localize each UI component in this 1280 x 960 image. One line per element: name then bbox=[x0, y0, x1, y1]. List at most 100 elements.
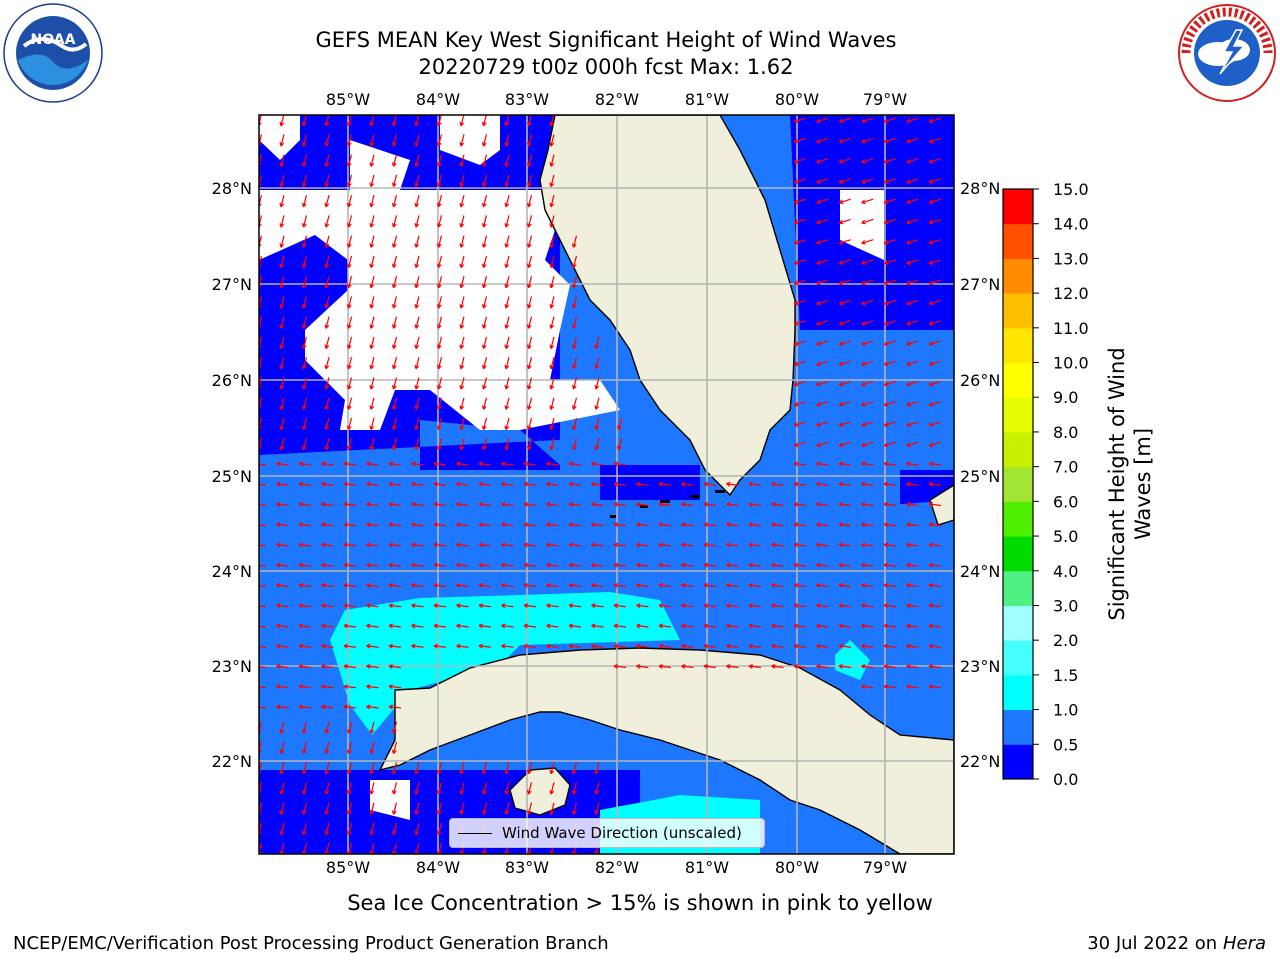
wind-wave-arrow-head bbox=[276, 603, 281, 606]
wind-wave-arrow-head bbox=[504, 425, 507, 430]
wind-wave-arrow bbox=[771, 523, 784, 527]
wind-wave-arrow-head bbox=[883, 401, 888, 406]
wind-wave-arrow-head bbox=[748, 542, 753, 546]
wind-wave-arrow-head bbox=[414, 202, 417, 207]
wind-wave-arrow-head bbox=[501, 643, 506, 647]
wind-wave-arrow-head bbox=[388, 582, 393, 586]
wind-wave-arrow-head bbox=[414, 830, 417, 835]
wind-wave-arrow bbox=[793, 645, 807, 648]
wind-wave-arrow-head bbox=[526, 283, 530, 288]
wind-wave-arrow-head bbox=[459, 790, 462, 795]
wind-wave-arrow-head bbox=[279, 283, 282, 288]
wind-wave-arrow-head bbox=[346, 121, 350, 126]
sea-ice-note: Sea Ice Concentration > 15% is shown in … bbox=[347, 891, 933, 915]
wind-wave-arrow bbox=[771, 503, 784, 507]
wind-wave-arrow-head bbox=[504, 202, 507, 207]
wind-wave-arrow-head bbox=[321, 623, 326, 627]
wind-wave-arrow bbox=[527, 115, 532, 126]
wind-wave-arrow bbox=[839, 279, 851, 285]
wind-wave-arrow bbox=[437, 296, 443, 309]
wind-wave-arrow-head bbox=[321, 522, 326, 525]
wind-wave-arrow-head bbox=[928, 280, 933, 285]
wind-wave-arrow bbox=[302, 276, 308, 288]
wind-wave-arrow-head bbox=[793, 623, 798, 627]
wind-wave-arrow bbox=[392, 417, 398, 430]
wind-wave-arrow-head bbox=[928, 260, 933, 264]
wind-wave-arrow-head bbox=[459, 769, 462, 774]
wind-wave-arrow bbox=[392, 822, 398, 835]
wind-wave-arrow-head bbox=[481, 850, 484, 854]
wind-wave-arrow-head bbox=[526, 202, 530, 207]
wind-wave-arrow-head bbox=[504, 344, 507, 349]
wind-wave-arrow-head bbox=[259, 264, 262, 268]
wind-wave-arrow-head bbox=[391, 162, 395, 167]
wind-wave-arrow-head bbox=[346, 749, 350, 754]
wind-wave-arrow-head bbox=[906, 199, 910, 204]
wind-wave-arrow bbox=[433, 523, 447, 527]
wind-wave-arrow-head bbox=[658, 582, 663, 586]
wind-wave-arrow bbox=[883, 604, 897, 608]
wind-wave-arrow bbox=[550, 316, 555, 329]
wind-wave-arrow bbox=[325, 438, 330, 450]
wind-wave-arrow bbox=[347, 174, 353, 187]
wind-wave-arrow-head bbox=[478, 461, 483, 465]
wind-wave-arrow bbox=[726, 564, 739, 567]
wind-wave-arrow-head bbox=[301, 344, 305, 349]
footer-credit: NCEP/EMC/Verification Post Processing Pr… bbox=[13, 933, 609, 954]
wind-wave-arrow-head bbox=[433, 542, 438, 546]
wind-wave-arrow-head bbox=[436, 243, 440, 248]
wind-wave-arrow-head bbox=[883, 158, 888, 163]
wind-wave-arrow bbox=[568, 604, 582, 608]
wind-wave-arrow bbox=[366, 645, 379, 648]
wind-wave-arrow-head bbox=[369, 850, 372, 854]
wind-wave-arrow-head bbox=[793, 542, 798, 546]
wind-wave-arrow-head bbox=[478, 562, 483, 566]
wind-wave-arrow-head bbox=[504, 810, 507, 815]
wind-wave-arrow bbox=[838, 604, 852, 608]
wind-wave-arrow bbox=[527, 276, 533, 288]
wind-wave-arrow-head bbox=[861, 623, 866, 627]
wind-wave-arrow bbox=[460, 115, 465, 126]
wind-wave-arrow bbox=[613, 665, 627, 669]
wind-wave-arrow-head bbox=[436, 283, 440, 288]
wind-wave-arrow bbox=[276, 523, 289, 527]
wind-wave-arrow-head bbox=[883, 422, 888, 426]
wind-wave-arrow-head bbox=[279, 830, 282, 835]
wind-wave-arrow bbox=[482, 296, 488, 309]
wind-wave-arrow bbox=[658, 523, 672, 527]
wind-wave-arrow bbox=[906, 239, 919, 244]
wind-wave-arrow-head bbox=[346, 162, 350, 167]
wind-wave-arrow-head bbox=[366, 663, 371, 667]
wind-wave-arrow-head bbox=[366, 542, 371, 546]
wind-wave-arrow bbox=[595, 336, 600, 349]
wind-wave-arrow bbox=[325, 134, 330, 147]
wind-wave-arrow bbox=[321, 685, 334, 689]
wind-wave-arrow-head bbox=[771, 481, 776, 485]
wind-wave-arrow bbox=[325, 336, 330, 349]
wind-wave-arrow-head bbox=[254, 484, 257, 486]
wind-wave-arrow-head bbox=[571, 790, 575, 795]
isla-de-la-juventud bbox=[509, 767, 571, 816]
wind-wave-arrow-head bbox=[279, 121, 282, 126]
wind-wave-arrow-head bbox=[906, 118, 910, 123]
wind-wave-arrow bbox=[370, 377, 375, 390]
wind-wave-arrow bbox=[437, 134, 443, 147]
wind-wave-arrow-head bbox=[591, 501, 596, 505]
wind-wave-arrow-head bbox=[771, 562, 776, 566]
wind-wave-arrow bbox=[527, 235, 533, 248]
wind-wave-arrow-head bbox=[883, 361, 888, 366]
wind-wave-arrow-head bbox=[816, 300, 820, 305]
wind-wave-arrow-head bbox=[928, 684, 933, 687]
wind-wave-arrow-head bbox=[259, 284, 262, 289]
wind-wave-arrow bbox=[726, 645, 739, 648]
wind-wave-arrow bbox=[906, 665, 919, 669]
wind-wave-arrow bbox=[929, 137, 941, 143]
wind-wave-arrow bbox=[572, 255, 578, 268]
wind-wave-arrow-head bbox=[861, 381, 865, 386]
wind-wave-arrow-head bbox=[523, 481, 528, 485]
wind-wave-arrow bbox=[636, 564, 649, 567]
wind-wave-arrow-head bbox=[681, 562, 686, 566]
wind-wave-arrow-head bbox=[793, 442, 798, 447]
wind-wave-arrow-head bbox=[726, 643, 731, 647]
wind-wave-arrow bbox=[302, 336, 308, 349]
